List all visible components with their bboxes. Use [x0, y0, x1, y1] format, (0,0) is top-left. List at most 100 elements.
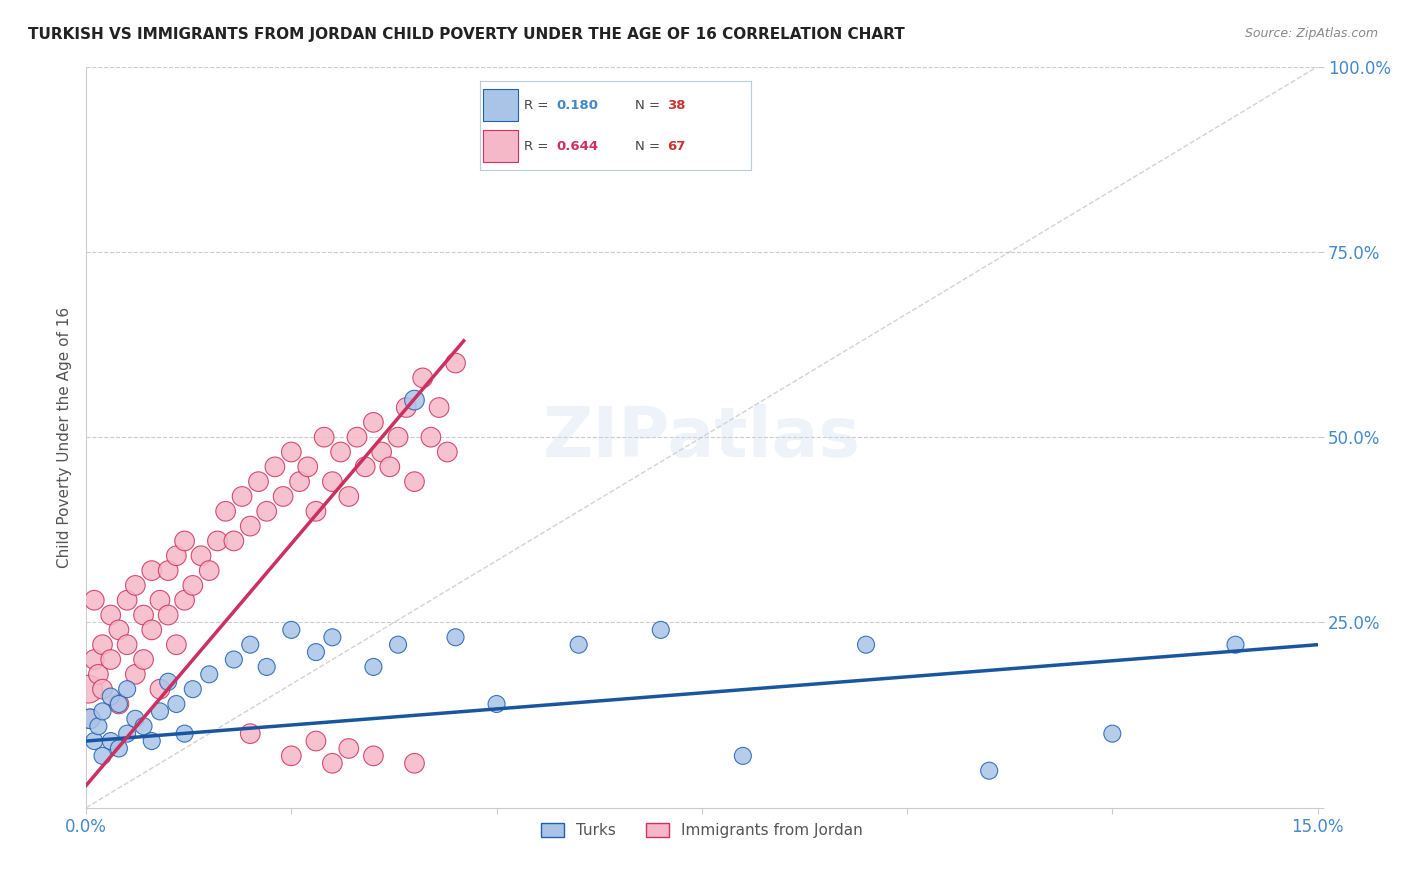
Point	[91, 638, 114, 652]
Point	[568, 638, 591, 652]
Point	[321, 630, 343, 644]
Point	[115, 593, 138, 607]
Point	[979, 764, 1001, 778]
Point	[100, 608, 122, 623]
Point	[108, 741, 131, 756]
Point	[387, 638, 409, 652]
Point	[485, 697, 508, 711]
Point	[124, 712, 146, 726]
Point	[141, 564, 163, 578]
Text: Source: ZipAtlas.com: Source: ZipAtlas.com	[1244, 27, 1378, 40]
Point	[346, 430, 368, 444]
Point	[363, 415, 385, 429]
Point	[444, 356, 467, 370]
Point	[239, 726, 262, 740]
Point	[79, 712, 101, 726]
Y-axis label: Child Poverty Under the Age of 16: Child Poverty Under the Age of 16	[58, 307, 72, 567]
Point	[731, 748, 754, 763]
Text: ZIPatlas: ZIPatlas	[543, 404, 860, 471]
Point	[354, 459, 377, 474]
Point	[115, 638, 138, 652]
Point	[83, 734, 105, 748]
Point	[337, 490, 360, 504]
Legend: Turks, Immigrants from Jordan: Turks, Immigrants from Jordan	[534, 817, 869, 845]
Point	[214, 504, 236, 518]
Point	[100, 652, 122, 666]
Point	[444, 630, 467, 644]
Point	[100, 690, 122, 704]
Point	[280, 445, 302, 459]
Point	[124, 667, 146, 681]
Point	[132, 608, 155, 623]
Point	[404, 756, 426, 771]
Point	[132, 719, 155, 733]
Point	[100, 734, 122, 748]
Point	[280, 623, 302, 637]
Point	[231, 490, 253, 504]
Point	[256, 504, 278, 518]
Point	[1101, 726, 1123, 740]
Point	[108, 623, 131, 637]
Point	[1225, 638, 1247, 652]
Point	[297, 459, 319, 474]
Point	[419, 430, 441, 444]
Point	[149, 593, 172, 607]
Point	[280, 748, 302, 763]
Point	[157, 674, 180, 689]
Point	[149, 705, 172, 719]
Point	[77, 682, 100, 697]
Point	[124, 578, 146, 592]
Point	[436, 445, 458, 459]
Point	[404, 475, 426, 489]
Point	[305, 734, 328, 748]
Point	[115, 726, 138, 740]
Point	[132, 652, 155, 666]
Point	[83, 652, 105, 666]
Point	[239, 519, 262, 533]
Point	[650, 623, 672, 637]
Point	[165, 697, 187, 711]
Point	[173, 533, 195, 548]
Point	[412, 371, 434, 385]
Point	[181, 578, 204, 592]
Point	[395, 401, 418, 415]
Text: TURKISH VS IMMIGRANTS FROM JORDAN CHILD POVERTY UNDER THE AGE OF 16 CORRELATION : TURKISH VS IMMIGRANTS FROM JORDAN CHILD …	[28, 27, 905, 42]
Point	[427, 401, 450, 415]
Point	[387, 430, 409, 444]
Point	[79, 712, 101, 726]
Point	[91, 748, 114, 763]
Point	[115, 682, 138, 697]
Point	[157, 564, 180, 578]
Point	[198, 564, 221, 578]
Point	[378, 459, 401, 474]
Point	[222, 533, 245, 548]
Point	[165, 549, 187, 563]
Point	[108, 697, 131, 711]
Point	[264, 459, 287, 474]
Point	[329, 445, 352, 459]
Point	[404, 393, 426, 408]
Point	[855, 638, 877, 652]
Point	[321, 756, 343, 771]
Point	[173, 593, 195, 607]
Point	[83, 593, 105, 607]
Point	[165, 638, 187, 652]
Point	[337, 741, 360, 756]
Point	[181, 682, 204, 697]
Point	[108, 697, 131, 711]
Point	[271, 490, 294, 504]
Point	[173, 726, 195, 740]
Point	[149, 682, 172, 697]
Point	[321, 475, 343, 489]
Point	[363, 660, 385, 674]
Point	[305, 504, 328, 518]
Point	[222, 652, 245, 666]
Point	[198, 667, 221, 681]
Point	[190, 549, 212, 563]
Point	[87, 719, 110, 733]
Point	[314, 430, 336, 444]
Point	[141, 734, 163, 748]
Point	[207, 533, 229, 548]
Point	[157, 608, 180, 623]
Point	[141, 623, 163, 637]
